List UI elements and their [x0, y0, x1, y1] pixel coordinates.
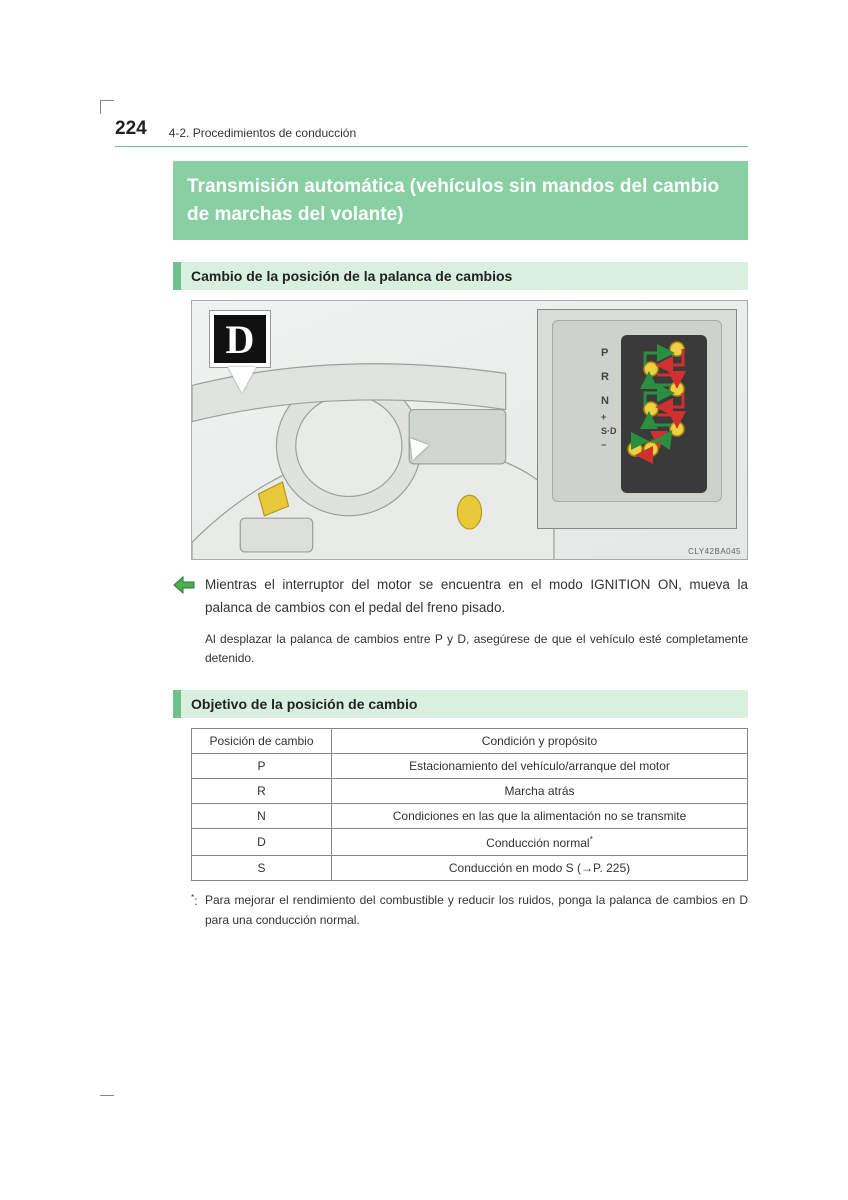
instruction-note-text: Al desplazar la palanca de cambios entre… — [205, 630, 748, 668]
shift-label-plus: + — [601, 411, 617, 423]
title-banner: Transmisión automática (vehículos sin ma… — [173, 161, 748, 240]
page-container: 224 4-2. Procedimientos de conducción Tr… — [0, 0, 848, 930]
footnote-star: * — [590, 834, 593, 844]
shift-gate-arrows — [621, 335, 707, 493]
instruction-main-text: Mientras el interruptor del motor se enc… — [205, 574, 748, 620]
table-row: P Estacionamiento del vehículo/arranque … — [192, 754, 748, 779]
table-cell-cond: Conducción normal* — [332, 829, 748, 856]
table-row: N Condiciones en las que la alimentación… — [192, 804, 748, 829]
section-path: 4-2. Procedimientos de conducción — [169, 126, 356, 140]
table-cell-cond: Conducción en modo S (→P. 225) — [332, 856, 748, 881]
page-header: 224 4-2. Procedimientos de conducción — [115, 118, 748, 147]
subhead-accent-bar — [173, 690, 181, 718]
subhead-1-text: Cambio de la posición de la palanca de c… — [181, 262, 748, 290]
table-cell-pos: N — [192, 804, 332, 829]
footnote-colon: : — [194, 894, 197, 908]
table-header-condition: Condición y propósito — [332, 729, 748, 754]
shift-label-sd: S·D — [601, 425, 617, 437]
page-number: 224 — [115, 118, 147, 140]
left-arrow-icon — [173, 576, 195, 594]
shift-position-table: Posición de cambio Condición y propósito… — [191, 728, 748, 881]
shift-label-n: N — [601, 389, 617, 413]
table-cell-cond: Marcha atrás — [332, 779, 748, 804]
shift-gate-bezel: P R N + S·D − — [552, 320, 722, 502]
subhead-2-text: Objetivo de la posición de cambio — [181, 690, 748, 718]
crop-mark-bottom-left — [100, 1095, 114, 1096]
figure-code: CLY42BA045 — [688, 547, 741, 556]
figure-d-letter: D — [226, 316, 255, 363]
table-cell-cond: Estacionamiento del vehículo/arranque de… — [332, 754, 748, 779]
table-header-row: Posición de cambio Condición y propósito — [192, 729, 748, 754]
footnote-marker: *: — [191, 891, 205, 929]
subheading-2: Objetivo de la posición de cambio — [173, 690, 748, 718]
page-title: Transmisión automática (vehículos sin ma… — [187, 173, 734, 228]
table-header-position: Posición de cambio — [192, 729, 332, 754]
instruction-row: Mientras el interruptor del motor se enc… — [173, 574, 748, 620]
table-cell-pos: P — [192, 754, 332, 779]
cond-d-text: Conducción normal — [486, 836, 589, 850]
table-cell-pos: D — [192, 829, 332, 856]
shift-lever-figure: D P R N + S·D − — [191, 300, 748, 560]
table-row: D Conducción normal* — [192, 829, 748, 856]
table-cell-pos: R — [192, 779, 332, 804]
shift-label-minus: − — [601, 439, 617, 451]
footnote: *: Para mejorar el rendimiento del combu… — [191, 891, 748, 929]
shift-gate-panel: P R N + S·D − — [537, 309, 737, 529]
subheading-1: Cambio de la posición de la palanca de c… — [173, 262, 748, 290]
shift-label-p: P — [601, 341, 617, 365]
table-row: R Marcha atrás — [192, 779, 748, 804]
subhead-accent-bar — [173, 262, 181, 290]
content-area: Transmisión automática (vehículos sin ma… — [173, 161, 748, 930]
shift-position-letters: P R N + S·D − — [601, 341, 617, 449]
shift-label-r: R — [601, 365, 617, 389]
crop-mark-top-left — [100, 100, 114, 114]
figure-d-label: D — [210, 311, 270, 367]
figure-d-pointer — [228, 367, 256, 393]
footnote-text: Para mejorar el rendimiento del combusti… — [205, 891, 748, 929]
table-cell-pos: S — [192, 856, 332, 881]
table-row: S Conducción en modo S (→P. 225) — [192, 856, 748, 881]
table-cell-cond: Condiciones en las que la alimentación n… — [332, 804, 748, 829]
